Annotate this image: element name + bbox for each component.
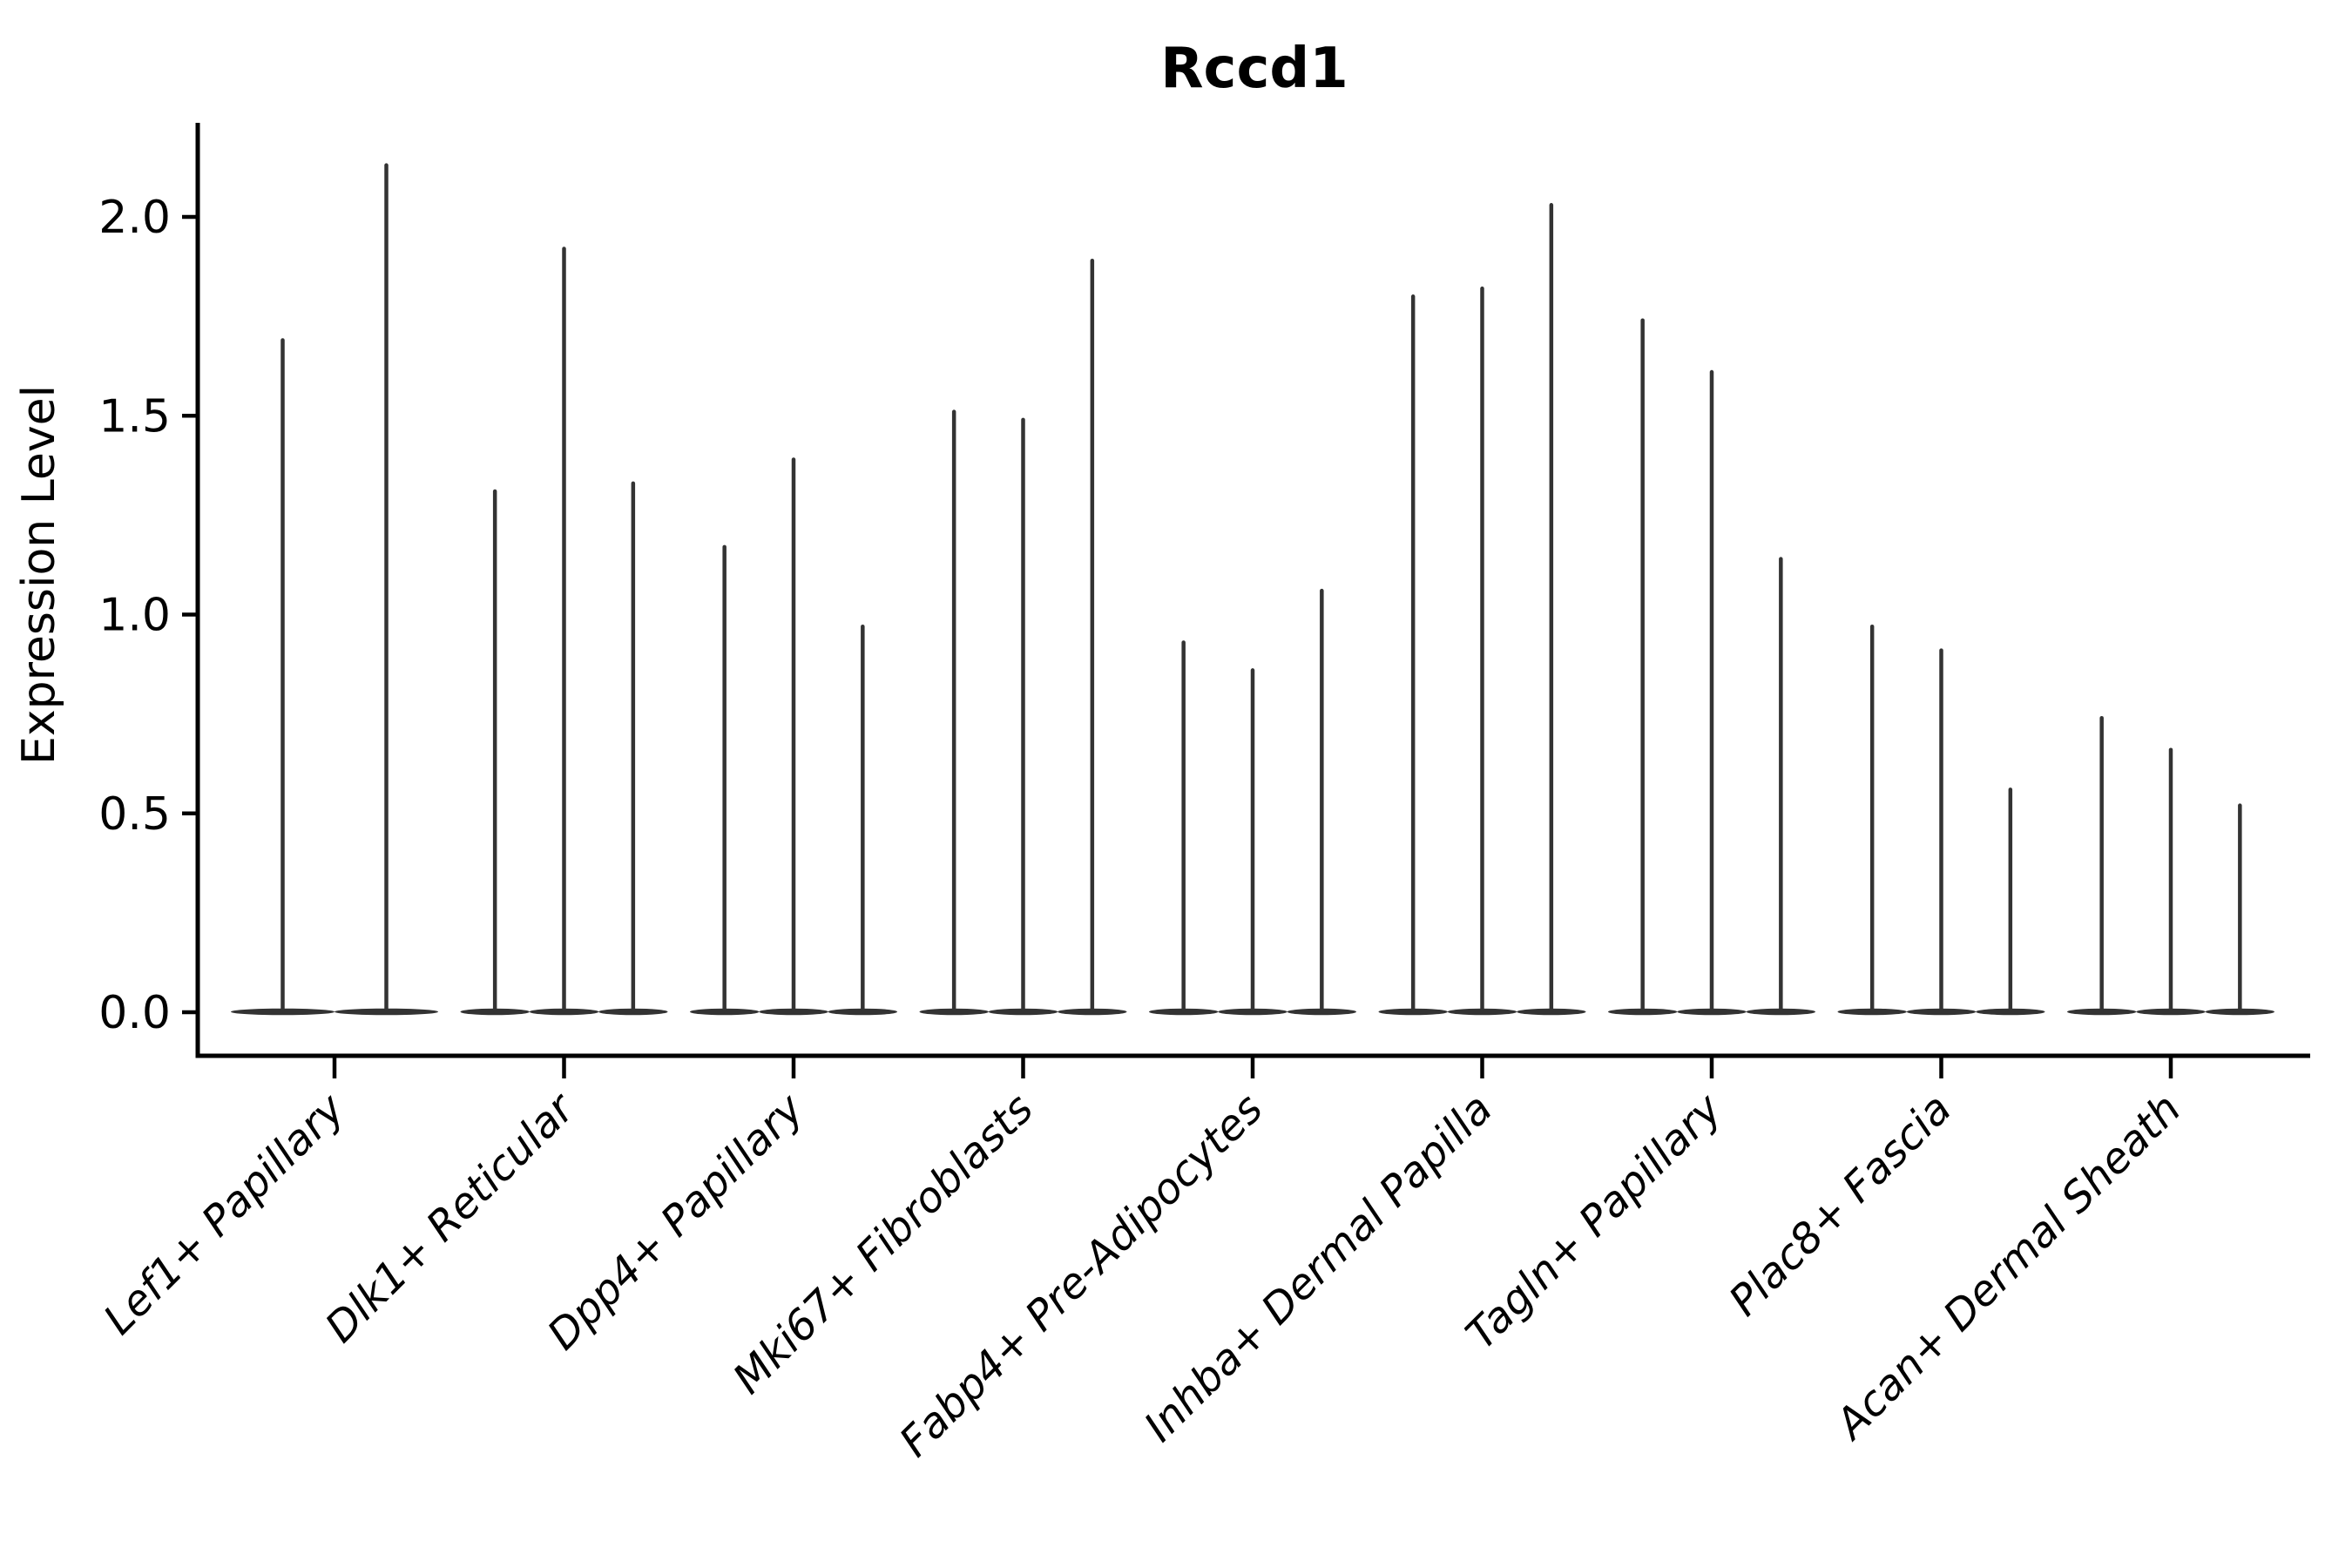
x-tick-label-2: Dlk1+ Reticular [316,1083,586,1353]
y-tick-label-2.0: 2.0 [98,192,171,244]
axis-spines [195,123,2310,1058]
y-tick-label-0.5: 0.5 [98,788,171,841]
violins [231,163,2274,1016]
y-tick-label-1.0: 1.0 [98,590,171,642]
x-tick-label-8: Plac8+ Fascia [1720,1085,1961,1326]
x-tick-label-1: Lef1+ Papillary [94,1084,355,1344]
y-axis-label: Expression Level [13,385,65,765]
chart-title: Rccd1 [1160,37,1348,101]
y-tick-label-0.0: 0.0 [98,987,171,1039]
y-tick-label-1.5: 1.5 [98,390,171,443]
x-tick-label-3: Dpp4+ Papillary [538,1084,814,1359]
x-tick-label-5: Fabp4+ Pre-Adipocytes [890,1085,1273,1467]
x-tick-label-7: Tagln+ Papillary [1456,1084,1732,1359]
